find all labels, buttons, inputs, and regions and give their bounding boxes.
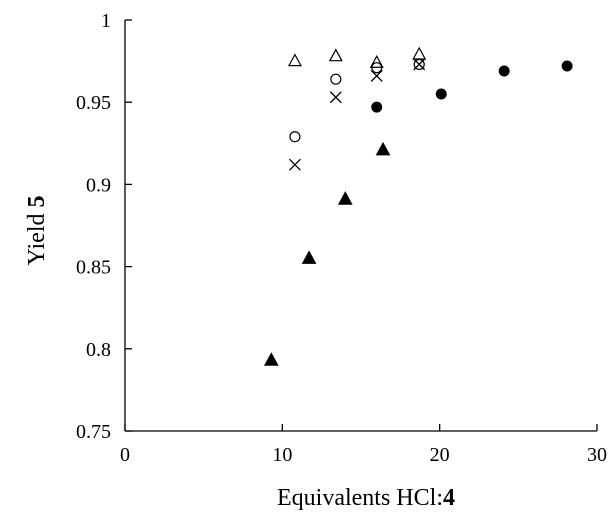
y-tick-label: 1 bbox=[101, 10, 111, 32]
filled-circle-marker bbox=[561, 60, 573, 72]
y-tick-label: 0.85 bbox=[76, 257, 111, 279]
x-tick-label: 0 bbox=[120, 444, 130, 466]
cross-stroke bbox=[288, 158, 301, 171]
y-ticks bbox=[125, 19, 132, 432]
filled-circle-marker bbox=[435, 88, 447, 100]
y-tick-label: 0.9 bbox=[86, 174, 111, 196]
x-tick-label: 20 bbox=[430, 444, 450, 466]
open-triangle-marker bbox=[369, 54, 384, 68]
y-axis-title: Yield 5 bbox=[24, 196, 50, 266]
open-triangle-marker bbox=[328, 48, 343, 62]
filled-triangle-marker bbox=[263, 352, 279, 366]
filled-circle-marker bbox=[371, 101, 383, 113]
data-markers bbox=[263, 46, 573, 366]
filled-triangle-marker bbox=[301, 250, 317, 264]
cross-marker bbox=[329, 91, 342, 104]
axes bbox=[124, 20, 597, 432]
y-tick-label: 0.95 bbox=[76, 92, 111, 114]
cross-marker bbox=[413, 58, 426, 71]
cross-stroke bbox=[413, 58, 426, 71]
open-circle-marker bbox=[289, 131, 301, 143]
cross-marker bbox=[288, 158, 301, 171]
y-tick-labels: 0.75 0.8 0.85 0.9 0.95 1 bbox=[76, 10, 111, 443]
cross-stroke bbox=[370, 69, 383, 82]
y-tick-label: 0.75 bbox=[76, 421, 111, 443]
cross-marker bbox=[370, 69, 383, 82]
filled-triangle-marker bbox=[337, 191, 353, 205]
filled-circle-marker bbox=[498, 65, 510, 77]
x-tick-label: 10 bbox=[272, 444, 292, 466]
open-triangle-marker bbox=[287, 53, 302, 67]
cross-stroke bbox=[329, 91, 342, 104]
x-tick-labels: 0 10 20 30 bbox=[120, 444, 607, 466]
x-ticks bbox=[124, 424, 598, 431]
y-tick-label: 0.8 bbox=[86, 339, 111, 361]
x-axis-title: Equivalents HCl:4 bbox=[277, 485, 455, 511]
open-circle-marker bbox=[330, 73, 342, 85]
x-tick-label: 30 bbox=[587, 444, 607, 466]
open-triangle-marker bbox=[412, 46, 427, 60]
filled-triangle-marker bbox=[375, 141, 391, 156]
